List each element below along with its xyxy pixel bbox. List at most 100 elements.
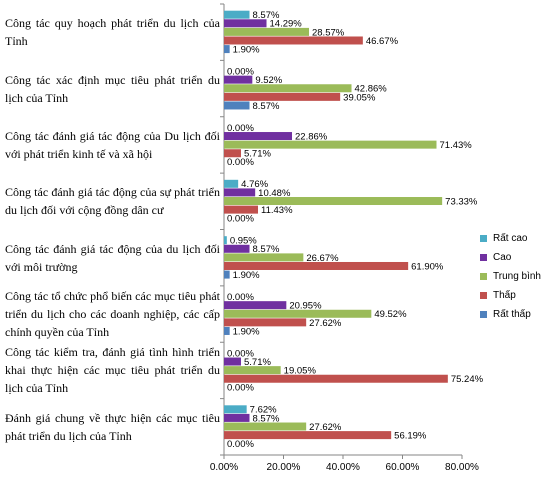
data-label: 0.00%	[227, 292, 254, 303]
category-label: Đánh giá chung về thực hiện các mục tiêu…	[5, 410, 220, 443]
bar	[224, 132, 293, 141]
data-label: 71.43%	[440, 140, 473, 151]
bar	[224, 179, 239, 188]
data-label: 0.00%	[227, 123, 254, 134]
legend-label: Trung bình	[493, 271, 541, 282]
bar	[224, 188, 256, 197]
category-label: Công tác xác định mục tiêu phát triển du…	[5, 72, 220, 105]
x-tick-label: 60.00%	[386, 462, 420, 473]
data-label: 73.33%	[445, 196, 478, 207]
bar	[224, 149, 241, 158]
legend-item: Cao	[480, 252, 511, 263]
data-label: 8.57%	[252, 244, 279, 255]
bar	[224, 75, 253, 84]
data-label: 8.57%	[252, 413, 279, 424]
data-label: 9.52%	[255, 75, 282, 86]
category-label: Công tác quy hoạch phát triển du lịch củ…	[5, 16, 220, 49]
bar	[224, 270, 230, 279]
data-label: 19.05%	[284, 366, 317, 377]
data-label: 8.57%	[252, 10, 279, 21]
bar	[224, 357, 241, 366]
data-label: 1.90%	[233, 326, 260, 337]
legend-item: Thấp	[480, 290, 516, 301]
x-tick-label: 80.00%	[445, 462, 479, 473]
bar	[224, 101, 250, 110]
data-label: 7.62%	[250, 405, 277, 416]
legend-swatch	[480, 292, 487, 299]
data-label: 5.71%	[244, 357, 271, 368]
category-label: Công tác đánh giá tác động của du lịch đ…	[5, 241, 220, 274]
data-label: 61.90%	[411, 261, 444, 272]
bar	[224, 36, 363, 45]
data-label: 46.67%	[366, 36, 399, 47]
bar	[224, 236, 227, 245]
bar	[224, 27, 309, 36]
bar	[224, 10, 250, 19]
bar	[224, 301, 287, 310]
category-label: Công tác đánh giá tác động của Du lịch đ…	[5, 128, 220, 161]
legend-swatch	[480, 273, 487, 280]
legend-label: Cao	[493, 252, 512, 263]
data-label: 4.76%	[241, 179, 268, 190]
legend-label: Rất thấp	[493, 309, 531, 320]
data-label: 0.95%	[230, 236, 257, 247]
legend-label: Rất cao	[493, 233, 528, 244]
data-label: 75.24%	[451, 374, 484, 385]
x-tick-label: 0.00%	[210, 462, 238, 473]
data-label: 8.57%	[252, 101, 279, 112]
data-label: 0.00%	[227, 157, 254, 168]
data-label: 0.00%	[227, 66, 254, 77]
data-label: 26.67%	[306, 253, 339, 264]
bar	[224, 84, 352, 93]
bar	[224, 140, 437, 149]
bar	[224, 45, 230, 54]
bar	[224, 19, 267, 28]
bar	[224, 318, 307, 327]
bar	[224, 244, 250, 253]
data-label: 42.86%	[355, 84, 388, 95]
data-label: 20.95%	[289, 301, 322, 312]
data-label: 39.05%	[343, 92, 376, 103]
data-label: 14.29%	[270, 19, 303, 30]
data-label: 10.48%	[258, 188, 291, 199]
bar	[224, 197, 443, 206]
legend-swatch	[480, 254, 487, 261]
data-label: 0.00%	[227, 348, 254, 359]
legend-label: Thấp	[493, 290, 516, 301]
data-label: 0.00%	[227, 439, 254, 450]
data-label: 27.62%	[309, 422, 342, 433]
bar	[224, 92, 341, 101]
data-label: 0.00%	[227, 214, 254, 225]
data-label: 5.71%	[244, 149, 271, 160]
bar	[224, 205, 259, 214]
bar	[224, 366, 281, 375]
legend-item: Rất cao	[480, 233, 527, 244]
category-label: Công tác đánh giá tác động của sự phát t…	[5, 185, 220, 218]
category-label: Công tác kiểm tra, đánh giá tình hình tr…	[5, 345, 220, 396]
legend-swatch	[480, 311, 487, 318]
bar	[224, 309, 372, 318]
bar	[224, 261, 409, 270]
bar	[224, 326, 230, 335]
x-tick-label: 40.00%	[326, 462, 360, 473]
bar	[224, 431, 392, 440]
data-label: 56.19%	[394, 431, 427, 442]
bar	[224, 422, 307, 431]
bar	[224, 405, 247, 414]
bar	[224, 374, 448, 383]
x-tick-label: 20.00%	[267, 462, 301, 473]
legend-swatch	[480, 235, 487, 242]
data-label: 27.62%	[309, 318, 342, 329]
category-label: Công tác tổ chức phổ biến các mục tiêu p…	[5, 289, 220, 340]
data-label: 0.00%	[227, 383, 254, 394]
bar	[224, 253, 304, 262]
data-label: 22.86%	[295, 131, 328, 142]
data-label: 1.90%	[233, 270, 260, 281]
legend-item: Rất thấp	[480, 309, 531, 320]
data-label: 49.52%	[374, 309, 407, 320]
data-label: 1.90%	[233, 44, 260, 55]
data-label: 11.43%	[261, 205, 293, 216]
data-label: 28.57%	[312, 27, 345, 38]
legend-item: Trung bình	[480, 271, 541, 282]
